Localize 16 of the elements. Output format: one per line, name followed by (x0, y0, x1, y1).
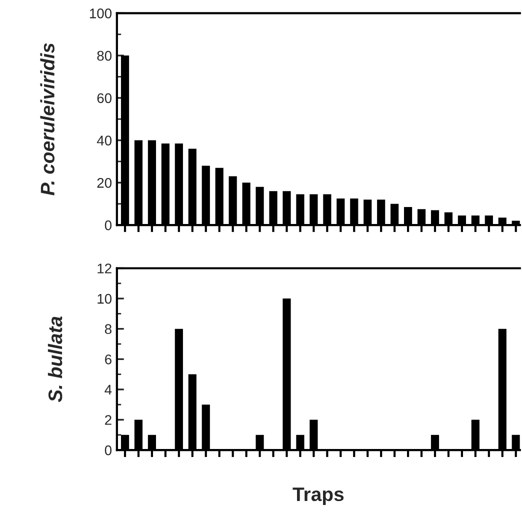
y-tick-label: 100 (90, 8, 112, 18)
y-tick-label: 2 (105, 415, 112, 425)
y-axis-title: S. bullata (48, 316, 62, 402)
y-tick-label: 4 (104, 384, 112, 394)
y-tick-label: 80 (97, 50, 112, 61)
x-axis-title: Traps (292, 488, 344, 505)
y-tick-label: 10 (98, 294, 112, 304)
y-tick-label: 0 (104, 445, 112, 456)
y-tick-label: 40 (96, 136, 112, 146)
y-axis-title: P. coeruleiviridis (40, 43, 55, 196)
y-tick-label: 8 (104, 324, 112, 334)
y-tick-label: 0 (104, 220, 112, 230)
y-tick-label: 60 (97, 93, 112, 104)
y-tick-label: 12 (98, 264, 112, 274)
y-tick-label: 20 (97, 178, 112, 188)
y-tick-label: 6 (105, 354, 112, 364)
